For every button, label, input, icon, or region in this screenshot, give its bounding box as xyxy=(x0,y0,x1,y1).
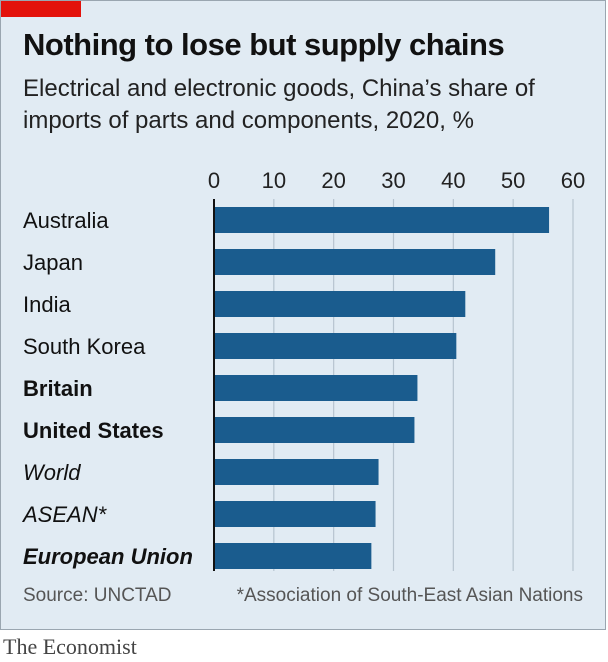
chart-subtitle: Electrical and electronic goods, China’s… xyxy=(23,75,535,134)
chart-panel: Nothing to lose but supply chains Electr… xyxy=(0,0,606,630)
bar-britain xyxy=(214,375,418,401)
x-tick-label: 0 xyxy=(208,168,220,193)
bar-world xyxy=(214,459,379,485)
footnote: *Association of South-East Asian Nations xyxy=(236,585,583,606)
bar-chart: 0 10 20 30 40 50 60 Australia Japan India South Ko… xyxy=(21,168,585,571)
source-note: Source: UNCTAD xyxy=(23,585,172,606)
category-label: European Union xyxy=(23,544,193,569)
category-label: South Korea xyxy=(23,334,146,359)
bar-united-states xyxy=(214,417,415,443)
x-tick-label: 10 xyxy=(262,168,286,193)
brand-logo: The Economist xyxy=(3,634,137,659)
bar-japan xyxy=(214,249,496,275)
category-label: Britain xyxy=(23,376,93,401)
brand-tag xyxy=(1,1,81,17)
x-tick-label: 20 xyxy=(321,168,345,193)
bar-india xyxy=(214,291,466,317)
category-label: World xyxy=(23,460,81,485)
bar-australia xyxy=(214,207,550,233)
bar-asean xyxy=(214,501,376,527)
category-label: India xyxy=(23,292,71,317)
category-label: ASEAN* xyxy=(21,502,108,527)
category-label: United States xyxy=(23,418,164,443)
category-label: Australia xyxy=(23,208,109,233)
x-tick-label: 50 xyxy=(501,168,525,193)
x-tick-label: 40 xyxy=(441,168,465,193)
chart-title: Nothing to lose but supply chains xyxy=(23,27,505,62)
bar-european-union xyxy=(214,543,372,569)
bar-south-korea xyxy=(214,333,457,359)
x-tick-label: 60 xyxy=(561,168,585,193)
x-tick-label: 30 xyxy=(381,168,405,193)
category-label: Japan xyxy=(23,250,83,275)
